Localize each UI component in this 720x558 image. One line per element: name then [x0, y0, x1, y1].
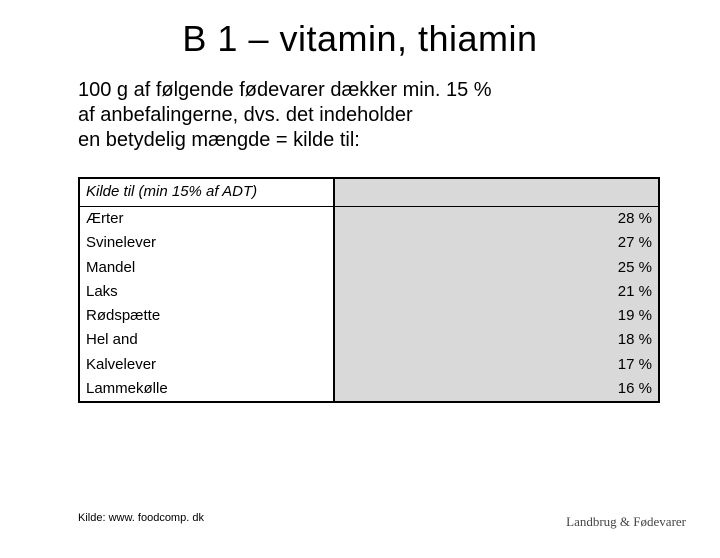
table-cell-value: 27 %	[589, 231, 659, 255]
table-row: Ærter 28 %	[79, 207, 659, 232]
table-row: Mandel 25 %	[79, 256, 659, 280]
table-row: Kalvelever 17 %	[79, 353, 659, 377]
footer-brand: Landbrug & Fødevarer	[566, 514, 686, 530]
table-cell-name: Laks	[79, 280, 334, 304]
table-cell-mid	[334, 353, 589, 377]
table-cell-mid	[334, 328, 589, 352]
intro-line-3: en betydelig mængde = kilde til:	[78, 129, 360, 151]
table-cell-value: 17 %	[589, 353, 659, 377]
footer-source: Kilde: www. foodcomp. dk	[78, 512, 204, 524]
table-cell-mid	[334, 256, 589, 280]
table-row: Lammekølle 16 %	[79, 377, 659, 402]
table-row: Hel and 18 %	[79, 328, 659, 352]
table-header-row: Kilde til (min 15% af ADT)	[79, 178, 659, 207]
table-cell-mid	[334, 280, 589, 304]
table-cell-mid	[334, 207, 589, 232]
table-cell-value: 18 %	[589, 328, 659, 352]
table-cell-name: Ærter	[79, 207, 334, 232]
intro-line-2: af anbefalingerne, dvs. det indeholder	[78, 104, 413, 126]
table-cell-value: 19 %	[589, 304, 659, 328]
table-row: Laks 21 %	[79, 280, 659, 304]
table-cell-name: Kalvelever	[79, 353, 334, 377]
table-cell-name: Rødspætte	[79, 304, 334, 328]
table-cell-value: 25 %	[589, 256, 659, 280]
table-cell-name: Mandel	[79, 256, 334, 280]
table-row: Rødspætte 19 %	[79, 304, 659, 328]
data-table: Kilde til (min 15% af ADT) Ærter 28 % Sv…	[78, 177, 660, 403]
table-header-right	[589, 178, 659, 207]
table-cell-name: Hel and	[79, 328, 334, 352]
table-cell-name: Svinelever	[79, 231, 334, 255]
table-cell-value: 28 %	[589, 207, 659, 232]
table-cell-mid	[334, 231, 589, 255]
page-title: B 1 – vitamin, thiamin	[0, 18, 720, 60]
table-cell-mid	[334, 304, 589, 328]
table-row: Svinelever 27 %	[79, 231, 659, 255]
table-cell-value: 21 %	[589, 280, 659, 304]
table-header-mid	[334, 178, 589, 207]
table-cell-mid	[334, 377, 589, 402]
intro-text: 100 g af følgende fødevarer dækker min. …	[78, 78, 660, 153]
table-cell-value: 16 %	[589, 377, 659, 402]
table-cell-name: Lammekølle	[79, 377, 334, 402]
table-header-left: Kilde til (min 15% af ADT)	[79, 178, 334, 207]
body: 100 g af følgende fødevarer dækker min. …	[78, 78, 660, 403]
intro-line-1: 100 g af følgende fødevarer dækker min. …	[78, 79, 492, 101]
